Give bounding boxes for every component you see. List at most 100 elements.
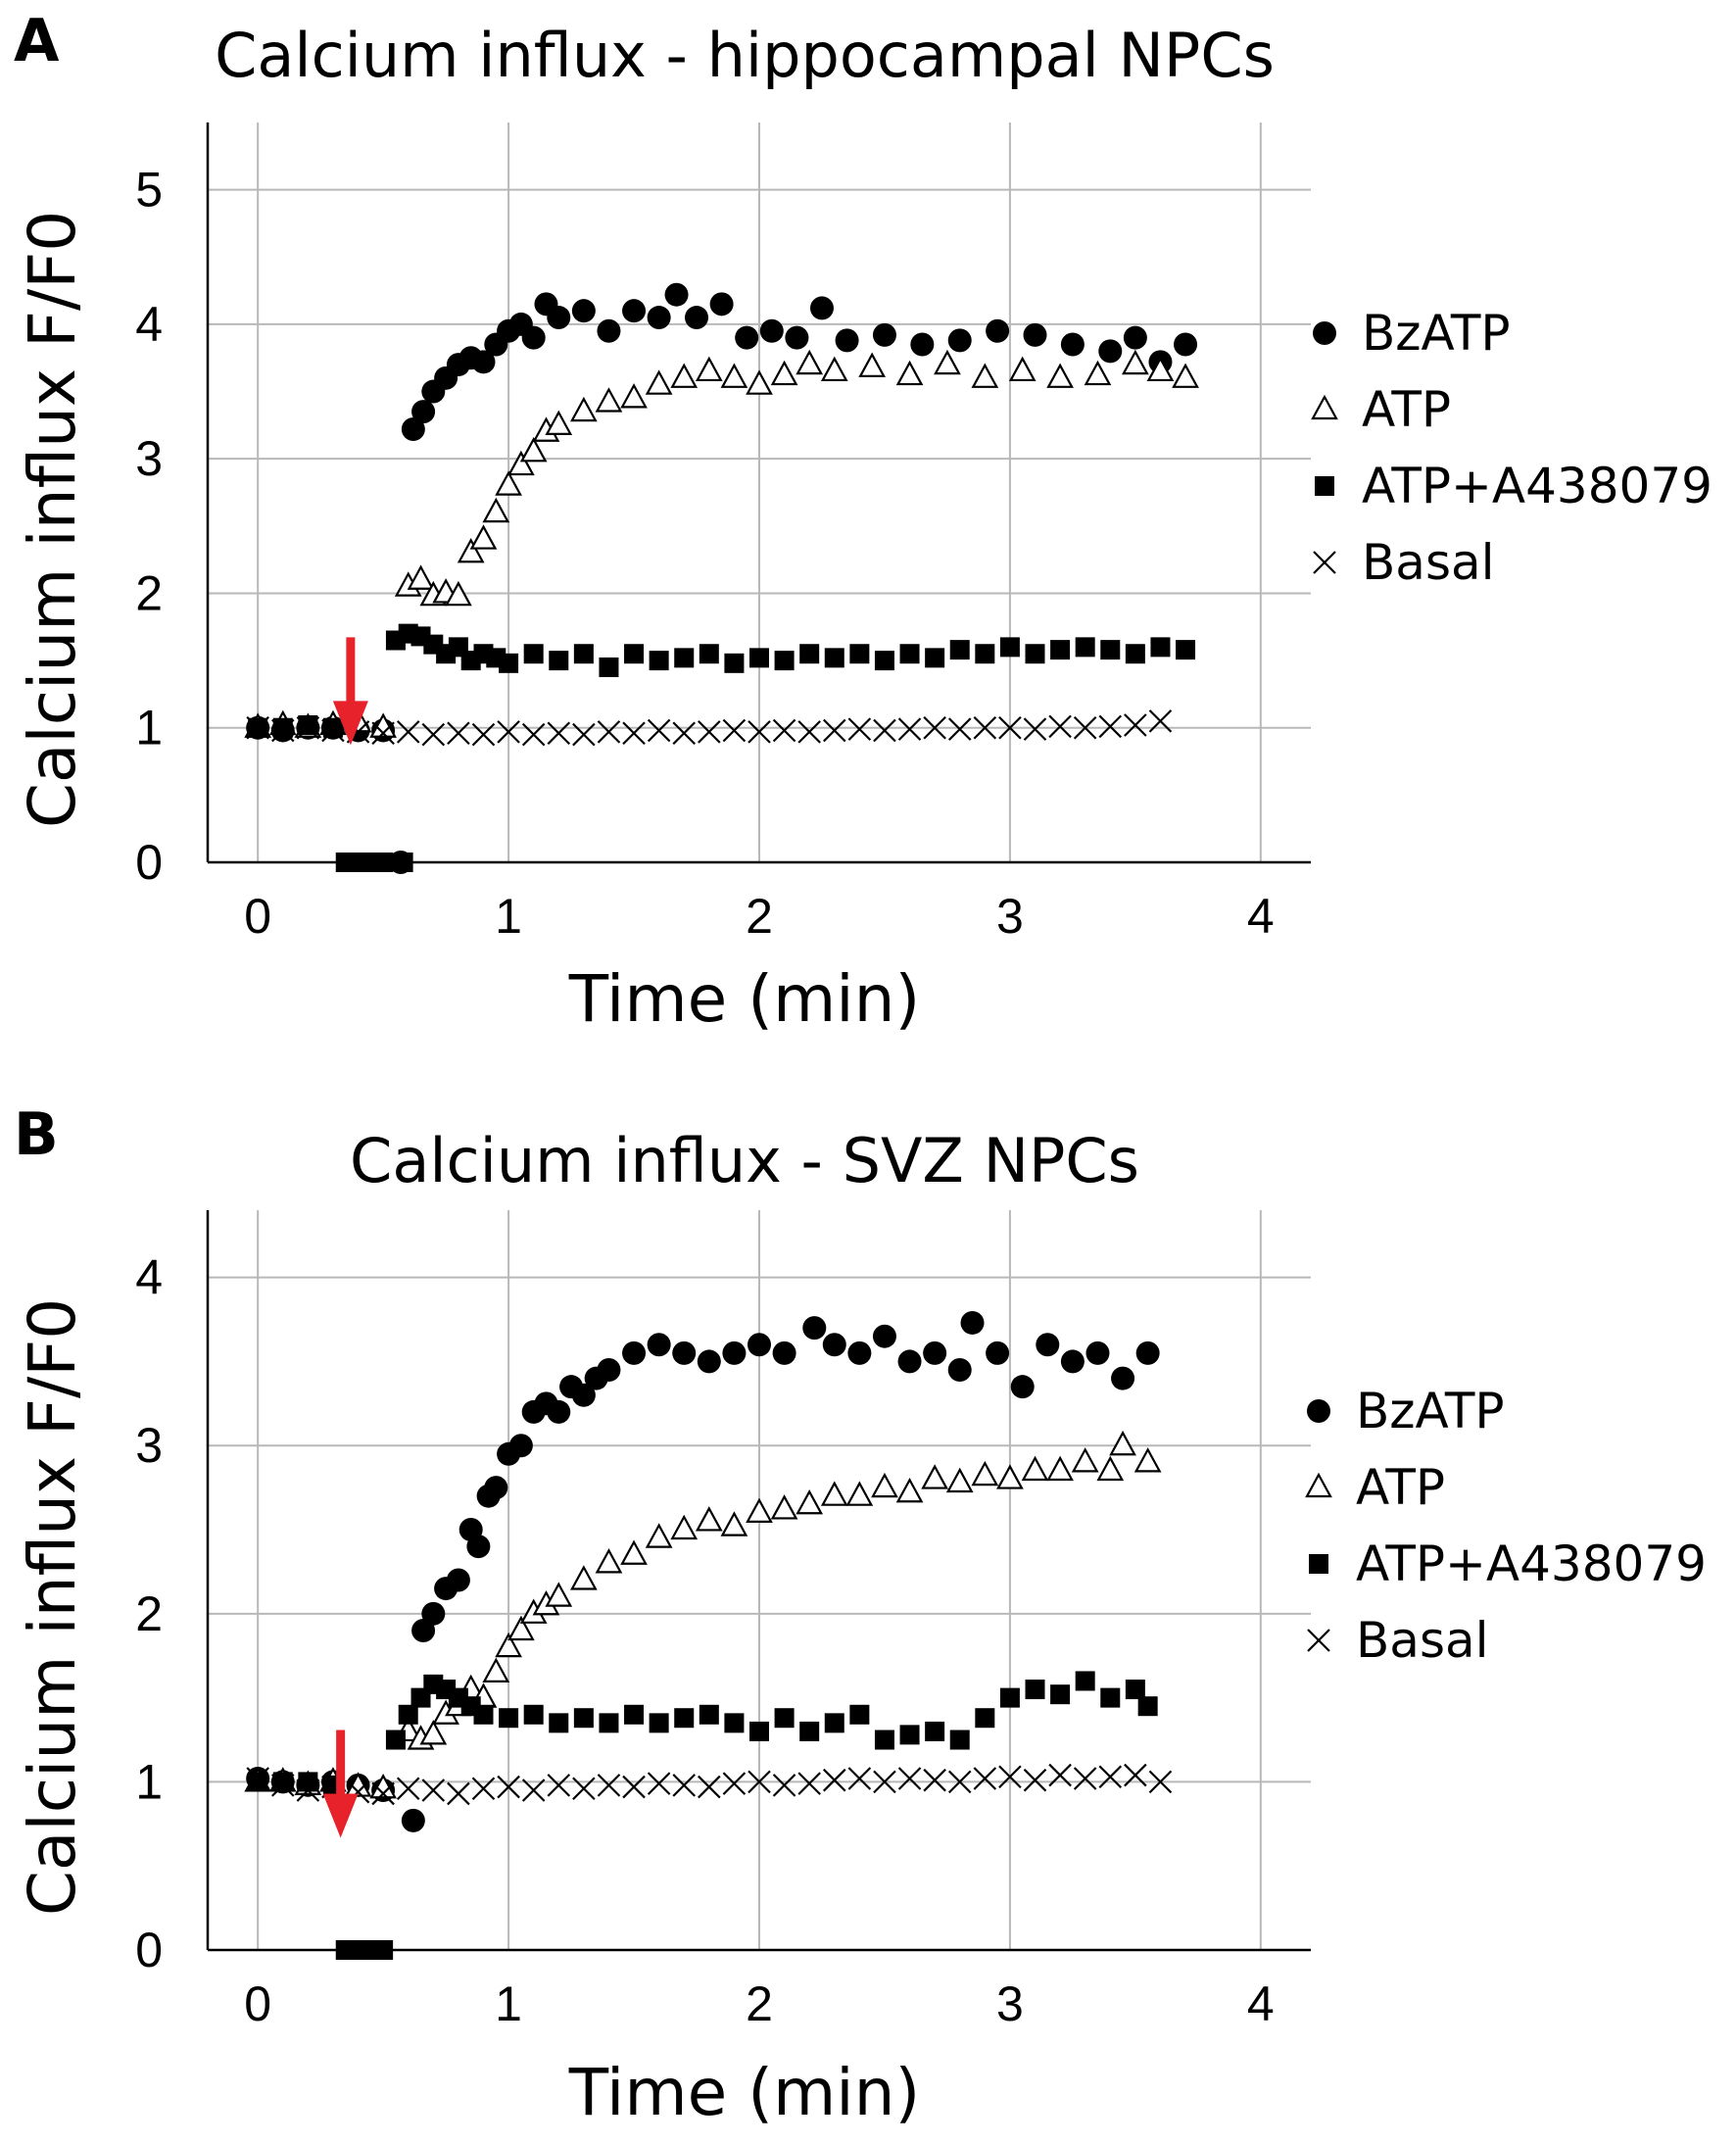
marker-bzatp-33 [847,1341,872,1365]
marker-atp-a438079-7 [373,853,394,872]
x-tick-label: 1 [495,1976,522,2031]
legend-label: Basal [1356,1612,1489,1669]
marker-atp-7 [407,564,435,590]
marker-basal-7 [421,722,446,747]
marker-basal-13 [572,1777,596,1801]
marker-atp-20 [595,387,623,413]
series-bzatp [246,282,1198,874]
marker-atp-a438079-7 [373,1940,394,1960]
marker-atp-30 [858,352,887,377]
y-tick-label: 0 [135,835,163,890]
marker-basal-12 [547,721,571,745]
marker-atp-a438079-29 [774,651,795,671]
marker-atp-32 [895,1477,924,1503]
legend-label: ATP+A438079 [1356,1536,1707,1592]
marker-bzatp-24 [664,282,689,307]
marker-atp-16 [519,437,548,463]
marker-bzatp-8 [411,400,436,424]
legend-label: Basal [1362,534,1495,591]
legend-label: ATP [1362,381,1451,438]
marker-atp-14 [495,1632,522,1658]
marker-atp-23 [670,363,699,388]
y-tick-label: 2 [135,565,163,620]
legend-label: ATP [1356,1459,1445,1516]
marker-bzatp-22 [622,299,647,323]
legend-a: BzATP ATP ATP+A438079 Basal [1311,305,1712,591]
marker-basal-19 [722,1772,747,1795]
marker-bzatp-38 [1098,339,1123,364]
marker-bzatp-legend [1307,1399,1330,1423]
y-tick-label: 2 [135,1586,163,1641]
marker-basal-10 [497,1775,520,1799]
marker-bzatp-27 [735,325,759,350]
panel-a: A Calcium influx - hippocampal NPCs Time… [14,7,1712,1037]
marker-atp-a438079-0 [248,1772,268,1792]
marker-basal-6 [396,720,420,744]
marker-atp-13 [482,497,510,523]
marker-atp-34 [945,1467,974,1493]
marker-atp-22 [645,1523,673,1548]
marker-atp-25 [720,363,748,388]
marker-basal-3 [321,718,345,743]
marker-atp-13 [482,1657,510,1682]
marker-basal-16 [647,718,671,743]
marker-atp-a438079-36 [999,1687,1020,1708]
marker-atp-a438079-42 [1137,1696,1158,1717]
marker-basal-36 [1148,709,1173,733]
marker-atp-15 [507,1615,535,1641]
marker-basal-28 [947,1770,972,1794]
marker-bzatp-37 [947,1358,972,1383]
marker-bzatp-43 [1085,1341,1110,1365]
marker-bzatp-19 [547,1399,571,1424]
series-atp-a438079 [248,1671,1158,1960]
y-axis-label-a: Calcium influx F/F0 [15,211,90,828]
marker-basal-33 [1073,1767,1097,1790]
marker-atp-a438079-3 [322,717,343,738]
panel-letter-a: A [14,7,60,75]
marker-bzatp-10 [446,1568,470,1592]
marker-basal-20 [747,720,771,744]
marker-atp-a438079-31 [824,648,844,668]
marker-atp-8 [419,1720,448,1745]
marker-basal-29 [973,715,997,740]
marker-atp-a438079-39 [1075,1671,1095,1691]
marker-atp-a438079-2 [298,1772,318,1792]
x-tick-label: 0 [244,889,271,944]
marker-atp-12 [469,524,498,550]
marker-atp-11 [457,537,485,563]
marker-atp-35 [971,1460,999,1487]
marker-basal-0 [246,1767,269,1790]
marker-basal-25 [873,1770,896,1794]
x-tick-label: 2 [746,889,773,944]
marker-basal-19 [722,718,747,743]
marker-atp-a438079-17 [523,1704,544,1725]
treatment-arrow [322,1730,359,1838]
x-tick-label: 3 [996,1976,1024,2031]
marker-basal-18 [698,720,721,744]
x-tick-label: 0 [244,1976,271,2031]
marker-atp-29 [820,1481,848,1506]
marker-bzatp-23 [647,306,671,330]
marker-atp-19 [570,1565,598,1590]
arrow-head [322,1793,359,1838]
marker-atp-34 [1008,356,1037,382]
marker-bzatp-26 [709,292,734,317]
marker-atp-a438079-32 [849,644,870,664]
marker-atp-a438079-34 [949,1730,970,1750]
marker-atp-29 [820,356,848,382]
marker-basal-9 [471,722,496,747]
marker-basal-34 [1098,1765,1123,1789]
marker-basal-12 [547,1774,571,1797]
marker-bzatp-20 [571,299,596,323]
marker-atp-41 [1109,1430,1136,1456]
marker-basal-legend [1307,1629,1330,1652]
marker-atp-a438079-22 [599,657,619,677]
marker-atp-a438079-43 [1125,644,1145,664]
marker-basal-25 [873,718,896,743]
marker-atp-a438079-35 [925,648,945,668]
marker-atp-a438079-41 [1125,1680,1145,1700]
marker-basal-32 [1048,1763,1072,1787]
marker-bzatp-41 [1036,1333,1060,1357]
marker-basal-6 [396,1777,420,1801]
